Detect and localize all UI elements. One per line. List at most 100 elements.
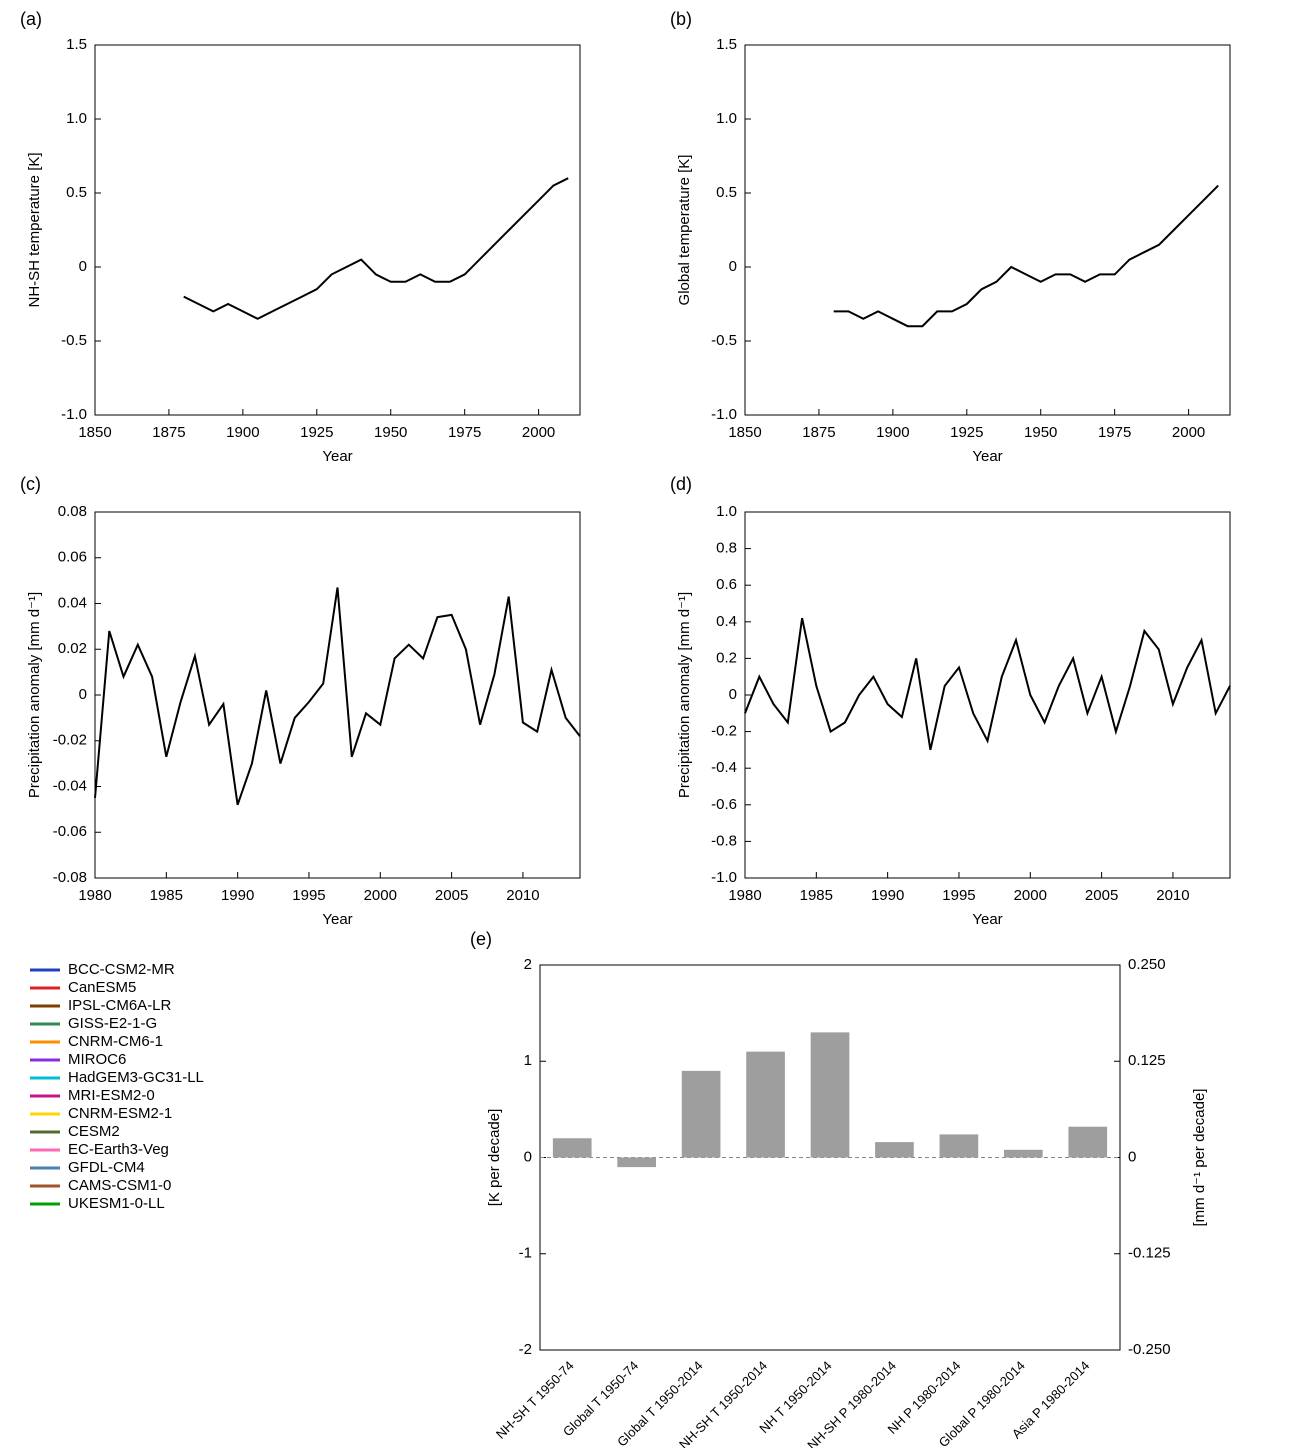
y-tick-label: -0.04: [53, 777, 87, 794]
x-axis-title: Year: [322, 448, 352, 465]
x-tick-label: 1975: [1098, 424, 1131, 441]
x-tick-label: 1990: [871, 887, 904, 904]
legend-label: UKESM1-0-LL: [68, 1195, 165, 1212]
x-tick-label: 2000: [364, 887, 397, 904]
panel-label: (d): [670, 474, 692, 494]
x-tick-label: 1980: [728, 887, 761, 904]
x-tick-label: 2005: [1085, 887, 1118, 904]
x-tick-label: 1975: [448, 424, 481, 441]
x-tick-label: 1950: [1024, 424, 1057, 441]
x-tick-label: 1900: [876, 424, 909, 441]
legend-label: GISS-E2-1-G: [68, 1015, 157, 1032]
y-tick-label: 1.5: [716, 36, 737, 53]
x-tick-label: 1850: [78, 424, 111, 441]
legend-label: CESM2: [68, 1123, 120, 1140]
x-tick-label: 1985: [150, 887, 183, 904]
legend-label: MIROC6: [68, 1051, 126, 1068]
y-tick-label: 0.8: [716, 540, 737, 557]
y-tick-label: -1.0: [711, 869, 737, 886]
y-tick-label: 1.0: [66, 110, 87, 127]
data-line: [183, 177, 569, 320]
y-tick-label: 1.0: [716, 503, 737, 520]
bar: [1068, 1126, 1108, 1158]
y2-axis-title: [mm d⁻¹ per decade]: [1191, 1089, 1208, 1227]
bar: [875, 1142, 914, 1158]
y-tick-label: -0.5: [61, 332, 87, 349]
y-tick-label: -0.02: [53, 732, 87, 749]
y-tick-label: -2: [519, 1341, 532, 1358]
bar: [1004, 1149, 1043, 1158]
legend-label: EC-Earth3-Veg: [68, 1141, 169, 1158]
x-tick-label: 2005: [435, 887, 468, 904]
y-axis-title: NH-SH temperature [K]: [26, 152, 43, 307]
legend-label: GFDL-CM4: [68, 1159, 145, 1176]
x-tick-label: 1995: [292, 887, 325, 904]
x-tick-label: 1985: [800, 887, 833, 904]
x-tick-label: 1980: [78, 887, 111, 904]
x-tick-label: 1950: [374, 424, 407, 441]
legend-label: CNRM-CM6-1: [68, 1033, 163, 1050]
x-tick-label: 2010: [506, 887, 539, 904]
y-tick-label: 0.6: [716, 576, 737, 593]
y-tick-label: 0: [1128, 1148, 1136, 1165]
panel-label: (b): [670, 9, 692, 29]
x-tick-label: 1900: [226, 424, 259, 441]
y-tick-label: 0: [729, 686, 737, 703]
y-tick-label: -0.5: [711, 332, 737, 349]
y-tick-label: 0: [729, 258, 737, 275]
y-tick-label: 1.5: [66, 36, 87, 53]
y-tick-label: -0.8: [711, 832, 737, 849]
data-line: [94, 587, 581, 806]
bar: [552, 1138, 592, 1158]
bar: [617, 1157, 656, 1168]
x-tick-label: 2000: [522, 424, 555, 441]
x-tick-label: 1925: [950, 424, 983, 441]
panel-label: (a): [20, 9, 42, 29]
legend-label: MRI-ESM2-0: [68, 1087, 155, 1104]
y-tick-label: -0.125: [1128, 1245, 1171, 1262]
y-tick-label: -0.250: [1128, 1341, 1171, 1358]
legend-label: CNRM-ESM2-1: [68, 1105, 172, 1122]
y-tick-label: 0.5: [716, 184, 737, 201]
y-tick-label: 0.04: [58, 594, 87, 611]
y-tick-label: 0.2: [716, 649, 737, 666]
plot-frame: [744, 44, 1231, 416]
x-tick-label: 1850: [728, 424, 761, 441]
y-axis-title: Precipitation anomaly [mm d⁻¹]: [26, 592, 43, 798]
plot-frame: [94, 44, 581, 416]
legend-label: HadGEM3-GC31-LL: [68, 1069, 204, 1086]
y-tick-label: 1.0: [716, 110, 737, 127]
y-tick-label: 2: [524, 956, 532, 973]
legend-label: IPSL-CM6A-LR: [68, 997, 172, 1014]
y-tick-label: 0: [79, 258, 87, 275]
y-tick-label: -1.0: [61, 406, 87, 423]
x-axis-title: Year: [972, 448, 1002, 465]
legend-label: CanESM5: [68, 979, 136, 996]
y-tick-label: 0.4: [716, 613, 737, 630]
y-axis-title: [K per decade]: [486, 1109, 503, 1207]
y-tick-label: -0.08: [53, 869, 87, 886]
x-tick-label: 2010: [1156, 887, 1189, 904]
y-tick-label: -1.0: [711, 406, 737, 423]
y-tick-label: 0.250: [1128, 956, 1166, 973]
legend-label: CAMS-CSM1-0: [68, 1177, 171, 1194]
y-tick-label: 0: [79, 686, 87, 703]
panel-label: (e): [470, 929, 492, 949]
y-tick-label: -0.2: [711, 723, 737, 740]
y-tick-label: 0.08: [58, 503, 87, 520]
bar: [746, 1051, 785, 1158]
y-tick-label: -0.6: [711, 796, 737, 813]
panel-label: (c): [20, 474, 41, 494]
y-tick-label: 0: [524, 1148, 532, 1165]
x-tick-label: 1875: [152, 424, 185, 441]
legend-label: BCC-CSM2-MR: [68, 961, 175, 978]
y-tick-label: 0.02: [58, 640, 87, 657]
y-tick-label: -0.06: [53, 823, 87, 840]
y-tick-label: 0.125: [1128, 1052, 1166, 1069]
x-tick-label: 1995: [942, 887, 975, 904]
x-tick-label: 2000: [1014, 887, 1047, 904]
bar: [681, 1070, 721, 1158]
y-axis-title: Precipitation anomaly [mm d⁻¹]: [676, 592, 693, 798]
y-axis-title: Global temperature [K]: [676, 155, 693, 306]
